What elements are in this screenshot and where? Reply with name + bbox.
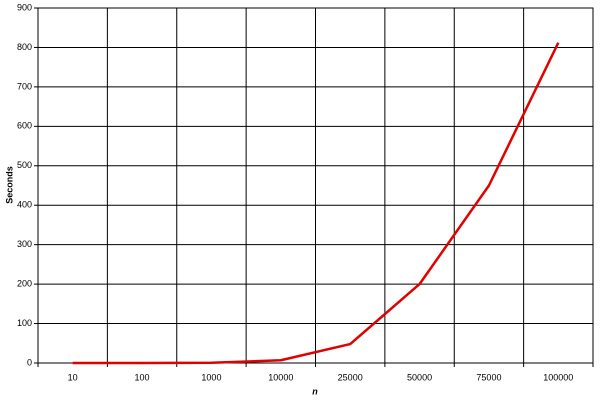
y-tick-label: 400 [17, 200, 32, 210]
x-tick-label: 25000 [338, 372, 363, 382]
x-axis-label: n [312, 386, 318, 396]
data-line [72, 42, 560, 365]
y-tick-label: 700 [17, 81, 32, 91]
y-axis-label: Seconds [4, 166, 14, 204]
x-tick-label: 10 [68, 372, 78, 382]
x-tick-label: 10000 [268, 372, 293, 382]
x-tick-label: 100 [135, 372, 150, 382]
x-tick-label: 50000 [407, 372, 432, 382]
x-tick-label: 75000 [476, 372, 501, 382]
plot-border [37, 7, 594, 364]
y-tick-label: 500 [17, 160, 32, 170]
x-tick-label: 1000 [201, 372, 221, 382]
y-tick-label: 900 [17, 2, 32, 12]
y-tick-label: 0 [27, 357, 32, 367]
x-tick-label: 100000 [543, 372, 573, 382]
y-tick-label: 600 [17, 121, 32, 131]
y-tick-label: 100 [17, 318, 32, 328]
y-tick-label: 800 [17, 42, 32, 52]
y-tick-label: 300 [17, 239, 32, 249]
y-tick-label: 200 [17, 278, 32, 288]
